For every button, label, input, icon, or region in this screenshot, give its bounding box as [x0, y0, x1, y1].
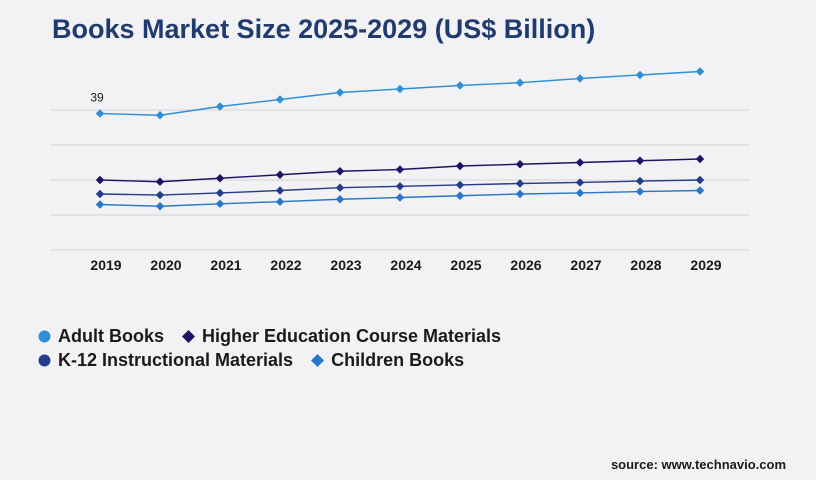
chart-title: Books Market Size 2025-2029 (US$ Billion…: [52, 14, 596, 44]
data-point: [575, 74, 585, 83]
data-point: [635, 70, 645, 80]
data-point: [515, 160, 525, 169]
legend-marker-icon: [311, 353, 325, 367]
data-point: [335, 195, 345, 204]
data-point: [95, 200, 105, 209]
x-tick-label: 2020: [150, 257, 181, 273]
data-point: [695, 154, 705, 164]
data-point: [155, 111, 165, 120]
legend-label: K-12 Instructional Materials: [58, 349, 294, 370]
data-point: [695, 186, 705, 195]
legend-marker-icon: [38, 330, 51, 342]
data-point: [575, 158, 585, 167]
data-point: [95, 175, 105, 185]
data-point: [455, 161, 465, 171]
x-tick-label: 2022: [270, 257, 301, 273]
legend-item: Adult Books: [38, 326, 164, 347]
data-point: [455, 191, 465, 200]
series-2: [95, 175, 705, 200]
x-tick-label: 2024: [390, 257, 421, 273]
legend: Adult Books Higher Education Course Mater…: [38, 324, 519, 372]
legend-row: K-12 Instructional Materials Children Boo…: [38, 348, 519, 372]
legend-item: Children Books: [311, 350, 464, 371]
data-point: [395, 193, 405, 202]
legend-row: Adult Books Higher Education Course Mater…: [38, 324, 519, 348]
data-point: [635, 187, 645, 196]
data-point: [215, 174, 225, 183]
x-tick-label: 2021: [210, 257, 241, 273]
data-point: [275, 186, 285, 195]
data-point: [155, 190, 165, 200]
x-tick-label: 2019: [90, 257, 121, 273]
legend-label: Adult Books: [58, 325, 164, 346]
x-tick-label: 2025: [450, 257, 481, 273]
data-point: [575, 178, 585, 187]
data-point: [155, 177, 165, 186]
x-axis-tick-labels: 2019 2020 2021 2022 2023 2024 2025 2026 2027 2028…: [90, 257, 721, 273]
data-point: [215, 188, 225, 198]
data-point: [575, 188, 585, 198]
data-point: [635, 176, 645, 186]
grid: [50, 109, 750, 251]
data-point: [635, 156, 645, 165]
x-tick-label: 2029: [690, 257, 721, 273]
legend-item: Higher Education Course Materials: [182, 326, 501, 347]
data-point: [335, 88, 345, 97]
series-3: [95, 186, 705, 211]
x-tick-label: 2026: [510, 257, 541, 273]
data-point: [335, 167, 345, 176]
data-point: [515, 78, 525, 87]
data-point: [275, 170, 285, 179]
series-line: [99, 70, 701, 116]
series-0: [95, 67, 705, 120]
x-tick-label: 2027: [570, 257, 601, 273]
legend-marker-icon: [182, 329, 195, 343]
series-1: [95, 154, 705, 186]
data-point: [155, 202, 165, 211]
data-point: [335, 183, 345, 192]
data-point: [395, 182, 405, 191]
data-point: [395, 84, 405, 94]
data-point: [455, 81, 465, 90]
x-tick-label: 2023: [330, 257, 361, 273]
data-point: [515, 189, 525, 199]
source-note: source: www.technavio.com: [610, 457, 786, 472]
legend-label: Higher Education Course Materials: [202, 325, 502, 346]
data-point: [695, 175, 705, 185]
data-point: [515, 179, 525, 188]
annotations: 39: [90, 91, 104, 105]
data-point: [95, 109, 105, 118]
data-point: [695, 67, 705, 76]
legend-label: Children Books: [331, 349, 465, 370]
data-point: [95, 189, 105, 199]
data-point: [215, 199, 225, 208]
series-layer: [95, 67, 705, 211]
data-point: [215, 102, 225, 111]
data-point: [275, 95, 285, 104]
legend-marker-icon: [38, 354, 51, 366]
data-label: 39: [90, 91, 104, 105]
data-point: [275, 197, 285, 206]
legend-item: K-12 Instructional Materials: [38, 350, 293, 371]
data-point: [395, 165, 405, 174]
data-point: [455, 180, 465, 190]
x-tick-label: 2028: [630, 257, 661, 273]
